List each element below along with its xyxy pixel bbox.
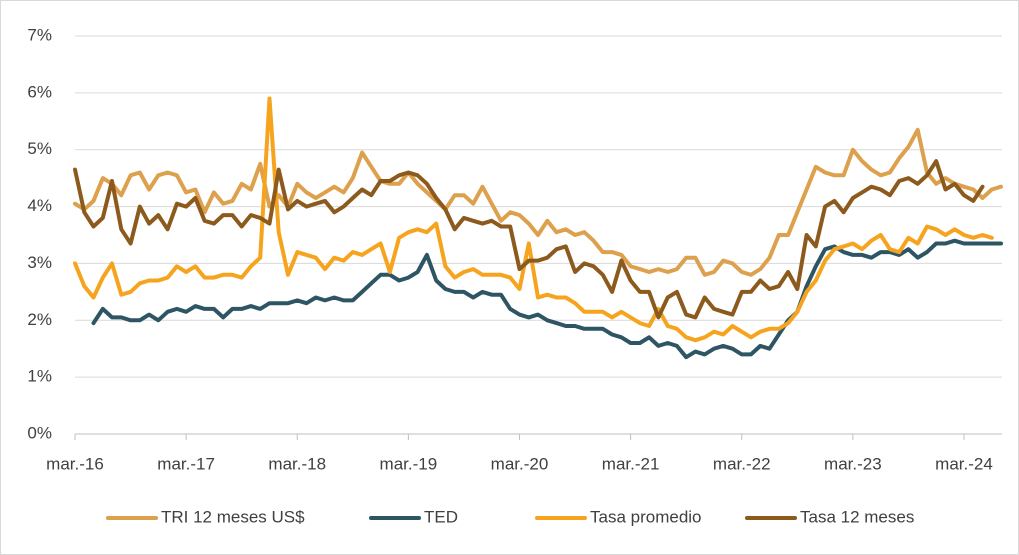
y-tick-label: 0% — [27, 423, 52, 442]
x-tick-label: mar.-19 — [380, 454, 438, 473]
series-line — [91, 238, 1003, 360]
series-line — [73, 127, 1003, 277]
y-tick-label: 2% — [27, 310, 52, 329]
x-tick-label: mar.-18 — [268, 454, 326, 473]
series-line — [73, 159, 985, 320]
x-tick-label: mar.-21 — [602, 454, 660, 473]
x-tick-label: mar.-16 — [46, 454, 104, 473]
series-line — [73, 96, 994, 343]
x-tick-label: mar.-24 — [935, 454, 993, 473]
y-tick-label: 5% — [27, 139, 52, 158]
x-tick-label: mar.-22 — [713, 454, 771, 473]
x-tick-label: mar.-23 — [824, 454, 882, 473]
legend-label: TRI 12 meses US$ — [161, 507, 305, 526]
y-tick-label: 3% — [27, 253, 52, 272]
y-tick-label: 7% — [27, 25, 52, 44]
y-tick-label: 6% — [27, 82, 52, 101]
y-tick-label: 1% — [27, 367, 52, 386]
legend-label: TED — [424, 507, 458, 526]
y-tick-label: 4% — [27, 196, 52, 215]
legend-label: Tasa promedio — [590, 507, 702, 526]
x-tick-label: mar.-17 — [157, 454, 215, 473]
x-tick-label: mar.-20 — [491, 454, 549, 473]
legend-label: Tasa 12 meses — [800, 507, 914, 526]
